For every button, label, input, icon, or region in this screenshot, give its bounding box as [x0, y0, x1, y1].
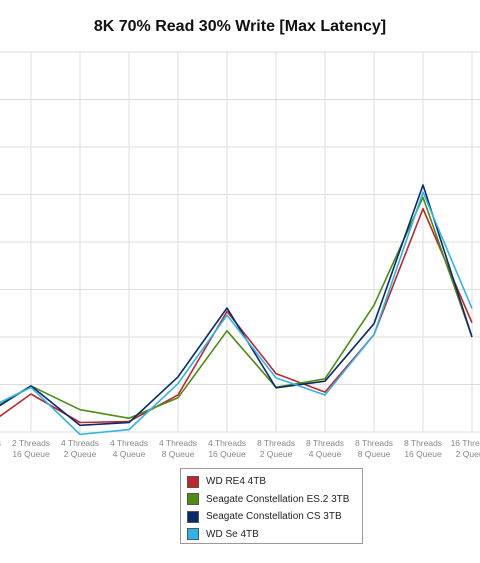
series-line-seagate-constellation-cs-3tb [0, 184, 473, 427]
legend-item: WD RE4 4TB [187, 473, 362, 491]
x-tick-label-line: 16 Queue [208, 449, 246, 459]
x-tick-label: 8 Threads 8 Queue [355, 438, 393, 459]
legend-label: Seagate Constellation ES.2 3TB [206, 493, 350, 505]
x-tick-label: 8 Threads 16 Queue [404, 438, 442, 459]
legend-swatch [187, 528, 199, 541]
x-tick-label-line: 16 Queue [404, 449, 442, 459]
legend-label: WD Se 4TB [206, 528, 259, 540]
x-tick-label: 4 Threads 8 Queue [159, 438, 197, 459]
legend-item: Seagate Constellation CS 3TB [187, 508, 362, 526]
x-tick-label: 8 Threads 4 Queue [306, 438, 344, 459]
x-tick-label-line: 8 Threads [355, 438, 393, 448]
x-tick-label-line: 2 Threads [12, 438, 50, 448]
x-tick-label-line: 4 Threads [61, 438, 99, 448]
x-tick-label-line: 16 Threads [451, 438, 480, 448]
legend-label: Seagate Constellation CS 3TB [206, 511, 342, 523]
x-tick-label-line: 4 Queue [309, 449, 342, 459]
x-tick-label-line: 8 Queue [358, 449, 391, 459]
x-tick-label-line: 2 Queue [64, 449, 97, 459]
legend-swatch [187, 475, 199, 488]
series-line-wd-se-4tb [0, 191, 473, 436]
chart-legend: WD RE4 4TB Seagate Constellation ES.2 3TB… [180, 468, 363, 544]
legend-item: Seagate Constellation ES.2 3TB [187, 491, 362, 509]
x-tick-label-line: 4 Queue [113, 449, 146, 459]
x-tick-label: 2 Threads 16 Queue [12, 438, 50, 459]
legend-swatch [187, 493, 199, 506]
x-tick-label-line: 2 Threads [0, 438, 1, 448]
x-tick-label-line: 8 Queue [162, 449, 195, 459]
x-tick-label: 8 Threads 2 Queue [257, 438, 295, 459]
x-tick-label-line: 4 Threads [110, 438, 148, 448]
x-tick-label-line: 4 Threads [159, 438, 197, 448]
legend-label: WD RE4 4TB [206, 476, 267, 488]
x-tick-label: 4 Threads 16 Queue [208, 438, 246, 459]
x-tick-label: 4 Threads 2 Queue [61, 438, 99, 459]
chart-grid [0, 51, 480, 433]
x-tick-label-line: 8 Threads [306, 438, 344, 448]
x-tick-label-line: 4 Threads [208, 438, 246, 448]
x-tick-label-line: 8 Threads [257, 438, 295, 448]
x-tick-label-line: 2 Queue [456, 449, 480, 459]
x-tick-label-line: 8 Threads [404, 438, 442, 448]
legend-swatch [187, 510, 199, 523]
chart-title: 8K 70% Read 30% Write [Max Latency] [93, 18, 387, 35]
x-tick-label-line: 16 Queue [12, 449, 50, 459]
x-tick-label-line: 2 Queue [260, 449, 293, 459]
series-line-seagate-constellation-es-2-3tb [0, 196, 473, 420]
chart-series [0, 184, 473, 436]
x-tick-label: 4 Threads 4 Queue [110, 438, 148, 459]
legend-item: WD Se 4TB [187, 526, 362, 544]
